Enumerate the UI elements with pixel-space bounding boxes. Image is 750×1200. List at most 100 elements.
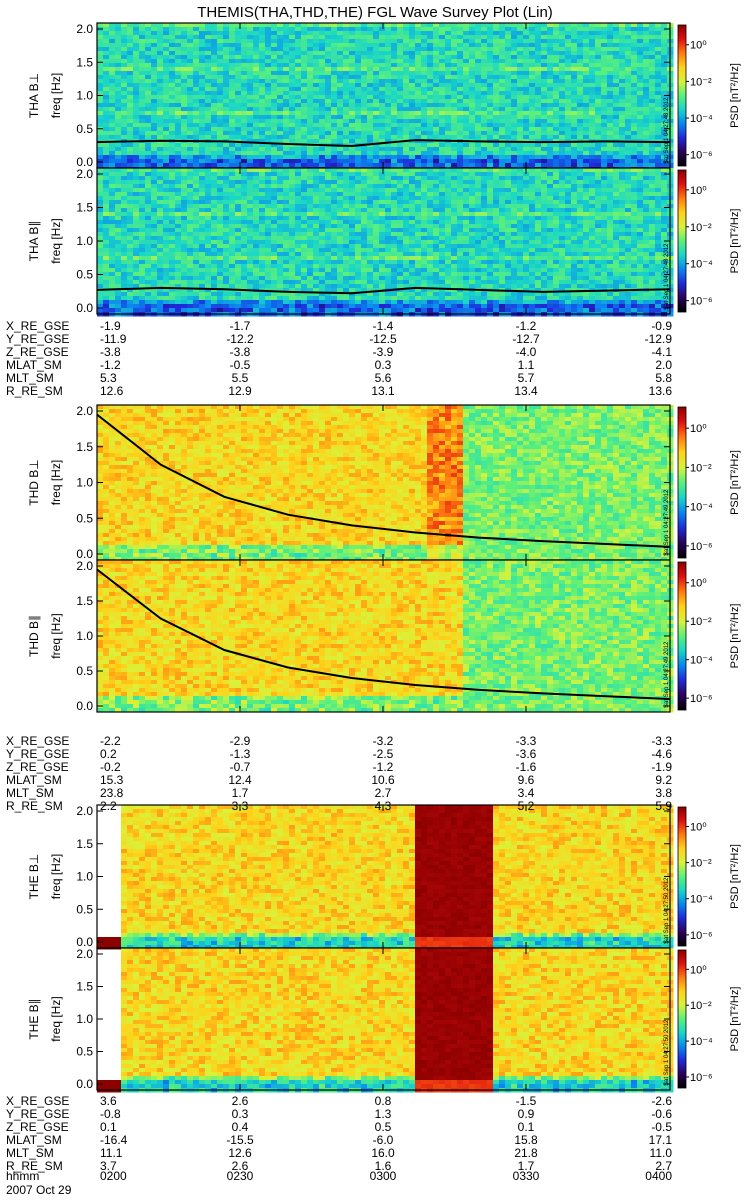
- ephemeris-value: -1.3: [230, 747, 251, 761]
- ephemeris-value: 0.5: [375, 1120, 392, 1134]
- ephemeris-row-label: Z_RE_GSE: [6, 345, 69, 359]
- ephemeris-value: -3.3: [651, 734, 672, 748]
- ephemeris-value: 23.8: [100, 786, 124, 800]
- ephemeris-value: 10.6: [371, 773, 395, 787]
- ephemeris-value: -2.9: [230, 734, 251, 748]
- colorbar-label: PSD [nT²/Hz]: [729, 450, 741, 515]
- y-tick-label: 1.0: [76, 870, 93, 884]
- colorbar-tick-label: 10⁻⁴: [690, 655, 713, 667]
- colorbar: [678, 25, 686, 166]
- ephemeris-row-label: Y_RE_GSE: [6, 1107, 69, 1121]
- ephemeris-value: -4.1: [651, 345, 672, 359]
- ephemeris-value: 5.5: [232, 371, 249, 385]
- y-tick-label: 0.0: [76, 1077, 93, 1091]
- ephemeris-value: 2.7: [375, 786, 392, 800]
- ephemeris-value: -1.2: [100, 358, 121, 372]
- ephemeris-value: 0.1: [100, 1120, 117, 1134]
- colorbar-tick-label: 10⁻⁶: [690, 693, 713, 705]
- ephemeris-value: 11.1: [100, 1146, 123, 1160]
- ephemeris-value: 17.1: [649, 1133, 673, 1147]
- ephemeris-value: 12.6: [228, 1146, 252, 1160]
- ephemeris-value: -0.5: [651, 1120, 672, 1134]
- ephemeris-value: 13.1: [371, 384, 395, 398]
- time-axis-row-label: hhmm: [6, 1169, 39, 1183]
- y-tick-label: 1.5: [76, 837, 93, 851]
- panel-freq-label: freq [Hz]: [49, 854, 63, 899]
- colorbar-tick-label: 10⁻⁶: [690, 1072, 713, 1084]
- colorbar-tick-label: 10⁻²: [690, 858, 712, 870]
- panel-probe-label: THD B∥: [27, 615, 41, 657]
- ephemeris-value: -1.2: [516, 319, 537, 333]
- time-tick-label: 0200: [100, 1169, 127, 1183]
- colorbar-tick-label: 10⁻²: [690, 222, 712, 234]
- colorbar: [678, 950, 686, 1088]
- colorbar: [678, 562, 686, 710]
- ephemeris-row-label: X_RE_GSE: [6, 734, 69, 748]
- ephemeris-value: -0.9: [651, 319, 672, 333]
- ephemeris-value: -1.6: [516, 760, 537, 774]
- time-tick-label: 0330: [513, 1169, 540, 1183]
- colorbar-tick-label: 10⁰: [690, 821, 707, 833]
- ephemeris-value: -0.5: [230, 358, 251, 372]
- ephemeris-value: -12.5: [369, 332, 397, 346]
- ephemeris-value: -0.8: [100, 1107, 121, 1121]
- ephemeris-value: 13.6: [649, 384, 673, 398]
- ephemeris-value: 12.9: [228, 384, 252, 398]
- plot-timestamp: Sat Sep 1 04:27:48 2012: [664, 243, 670, 310]
- ephemeris-value: 15.3: [100, 773, 124, 787]
- ephemeris-value: -1.7: [230, 319, 251, 333]
- colorbar-tick-label: 10⁻⁶: [690, 150, 713, 162]
- time-tick-label: 0230: [227, 1169, 254, 1183]
- ephemeris-value: -6.0: [373, 1133, 394, 1147]
- colorbar-tick-label: 10⁻⁶: [690, 930, 713, 942]
- colorbar-tick-label: 10⁰: [690, 964, 707, 976]
- ephemeris-value: 0.8: [375, 1094, 392, 1108]
- y-tick-label: 1.0: [76, 1012, 93, 1026]
- y-tick-label: 0.5: [76, 1045, 93, 1059]
- ephemeris-value: -1.9: [651, 760, 672, 774]
- y-tick-label: 1.0: [76, 476, 93, 490]
- ephemeris-value: -1.9: [100, 319, 121, 333]
- ephemeris-value: -1.5: [516, 1094, 537, 1108]
- ephemeris-row-label: Z_RE_GSE: [6, 760, 69, 774]
- ephemeris-row-label: Z_RE_GSE: [6, 1120, 69, 1134]
- ephemeris-value: 5.8: [655, 371, 672, 385]
- ephemeris-value: 0.2: [100, 747, 117, 761]
- ephemeris-value: 4.3: [375, 799, 392, 813]
- y-tick-label: 1.5: [76, 594, 93, 608]
- panel-probe-label: THA B∥: [27, 221, 41, 262]
- plot-timestamp: Sat Sep 1 04:27:49 2012: [664, 489, 670, 556]
- ephemeris-value: -3.3: [516, 734, 537, 748]
- colorbar-label: PSD [nT²/Hz]: [729, 844, 741, 909]
- ephemeris-value: 5.3: [100, 371, 117, 385]
- colorbar-tick-label: 10⁰: [690, 578, 707, 590]
- y-tick-label: 0.5: [76, 664, 93, 678]
- ephemeris-value: 2.0: [655, 358, 672, 372]
- spectrogram-heatmap: [97, 560, 674, 713]
- colorbar-tick-label: 10⁻²: [690, 462, 712, 474]
- y-tick-label: 0.5: [76, 511, 93, 525]
- ephemeris-value: 9.6: [518, 773, 535, 787]
- panel-freq-label: freq [Hz]: [49, 73, 63, 118]
- ephemeris-value: 3.8: [655, 786, 672, 800]
- ephemeris-row-label: X_RE_GSE: [6, 319, 69, 333]
- ephemeris-value: -16.4: [100, 1133, 128, 1147]
- y-tick-label: 2.0: [76, 167, 93, 181]
- colorbar-tick-label: 10⁻⁶: [690, 541, 713, 553]
- colorbar: [678, 170, 686, 312]
- plot-timestamp: Sat Sep 1 04:27:50 2012: [664, 1019, 670, 1086]
- colorbar-tick-label: 10⁰: [690, 423, 707, 435]
- ephemeris-value: 3.3: [232, 799, 249, 813]
- ephemeris-value: -12.9: [645, 332, 673, 346]
- ephemeris-value: -4.0: [516, 345, 537, 359]
- ephemeris-value: -3.6: [516, 747, 537, 761]
- ephemeris-value: -2.6: [651, 1094, 672, 1108]
- ephemeris-row-label: Y_RE_GSE: [6, 332, 69, 346]
- ephemeris-block: X_RE_GSE -2.2 -2.9 -3.2 -3.3 -3.3Y_RE_GSE 0.2-…: [6, 734, 672, 813]
- time-axis-date: 2007 Oct 29: [6, 1183, 72, 1197]
